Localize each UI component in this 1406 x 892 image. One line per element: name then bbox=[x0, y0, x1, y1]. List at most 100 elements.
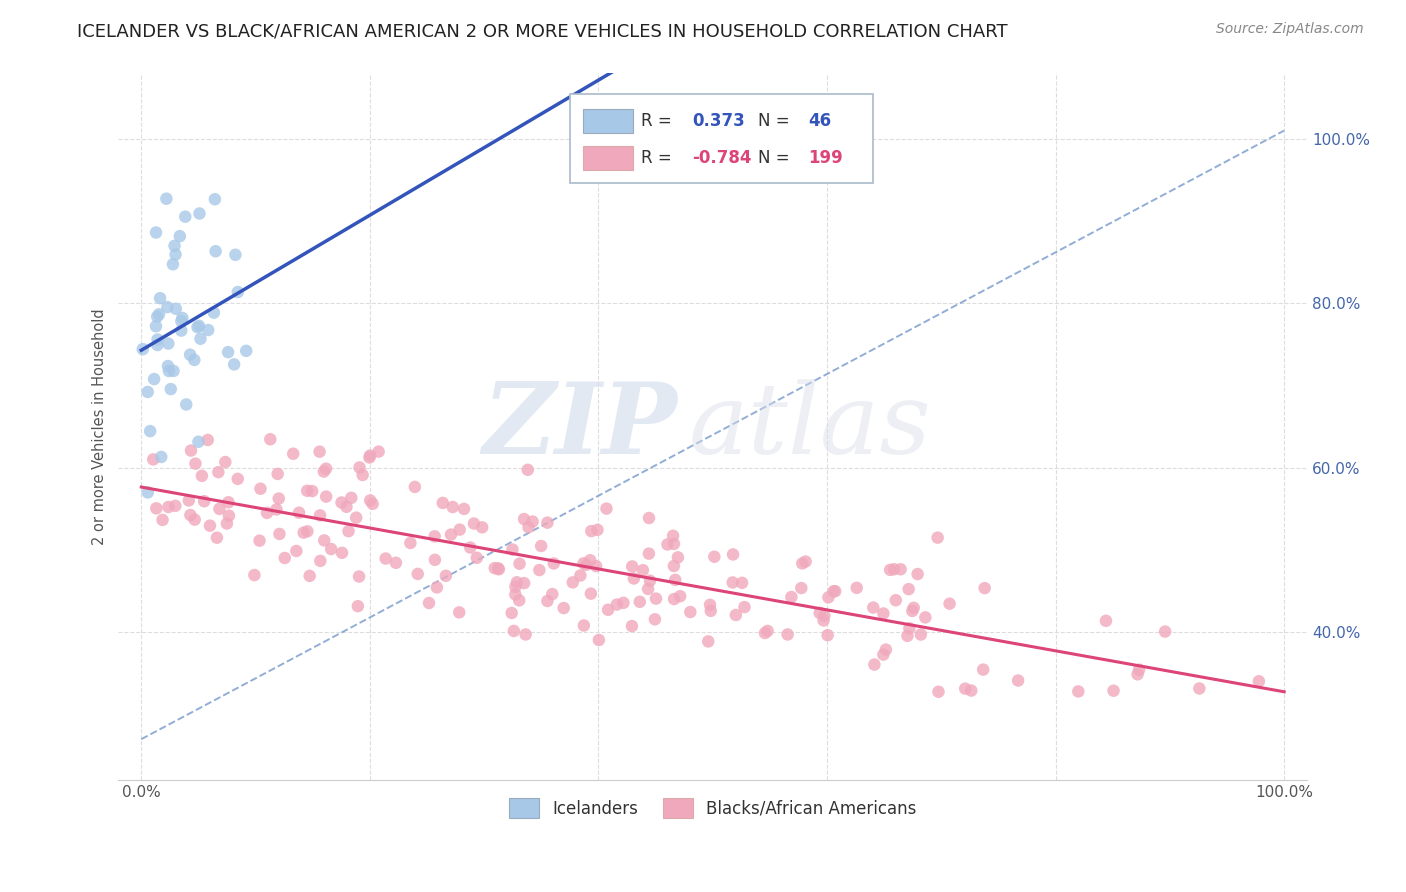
Point bbox=[488, 562, 510, 576]
Point bbox=[863, 657, 886, 672]
Point bbox=[214, 455, 236, 469]
Point bbox=[845, 581, 868, 595]
Point bbox=[347, 569, 370, 583]
Point bbox=[207, 465, 229, 479]
Point bbox=[724, 607, 747, 622]
Point bbox=[188, 206, 211, 220]
Point bbox=[666, 550, 689, 565]
Legend: Icelanders, Blacks/African Americans: Icelanders, Blacks/African Americans bbox=[502, 791, 924, 825]
Point bbox=[645, 591, 668, 606]
Point bbox=[536, 516, 558, 530]
Point bbox=[269, 527, 291, 541]
Point bbox=[243, 568, 266, 582]
Point bbox=[204, 244, 226, 259]
Point bbox=[637, 582, 659, 596]
Point bbox=[1188, 681, 1211, 696]
Point bbox=[399, 536, 422, 550]
Point bbox=[579, 586, 602, 600]
Point bbox=[170, 324, 193, 338]
Point bbox=[235, 343, 257, 358]
Point bbox=[543, 557, 565, 571]
Point bbox=[792, 557, 814, 571]
Point bbox=[721, 575, 744, 590]
FancyBboxPatch shape bbox=[583, 109, 633, 133]
Point bbox=[174, 210, 197, 224]
Point bbox=[588, 632, 610, 647]
Point bbox=[700, 604, 723, 618]
Point bbox=[136, 384, 159, 399]
Point bbox=[458, 541, 481, 555]
Point bbox=[790, 581, 813, 595]
Point bbox=[188, 318, 211, 333]
Point bbox=[146, 333, 169, 347]
Point bbox=[506, 575, 529, 590]
Point bbox=[505, 580, 527, 594]
Point bbox=[808, 606, 831, 620]
Point bbox=[903, 600, 925, 615]
Point bbox=[432, 496, 454, 510]
Point bbox=[875, 642, 897, 657]
Point bbox=[501, 542, 523, 557]
Point bbox=[517, 520, 540, 534]
Point bbox=[165, 499, 187, 513]
Point bbox=[780, 590, 803, 604]
Point bbox=[516, 463, 538, 477]
Point bbox=[143, 372, 166, 386]
Point bbox=[165, 247, 187, 261]
Point bbox=[553, 601, 575, 615]
Point bbox=[174, 397, 197, 411]
Point bbox=[367, 444, 389, 458]
Point bbox=[180, 443, 202, 458]
Point bbox=[335, 500, 357, 514]
Point bbox=[157, 500, 180, 514]
Point bbox=[314, 533, 336, 548]
Point bbox=[204, 192, 226, 206]
Point bbox=[315, 490, 337, 504]
Point bbox=[572, 618, 595, 632]
Point bbox=[644, 612, 666, 626]
Point bbox=[441, 500, 464, 514]
Point bbox=[186, 320, 208, 334]
Point bbox=[146, 310, 169, 324]
Point bbox=[471, 520, 494, 534]
Point bbox=[721, 548, 744, 562]
Point bbox=[501, 606, 523, 620]
Point bbox=[453, 502, 475, 516]
Point bbox=[817, 628, 839, 642]
Point bbox=[152, 513, 174, 527]
Text: N =: N = bbox=[758, 112, 790, 130]
Point bbox=[502, 624, 524, 638]
Point bbox=[463, 516, 485, 531]
Point bbox=[434, 568, 457, 582]
Point bbox=[776, 627, 799, 641]
Point bbox=[817, 591, 839, 605]
Point bbox=[638, 547, 661, 561]
Point bbox=[155, 192, 177, 206]
Y-axis label: 2 or more Vehicles in Household: 2 or more Vehicles in Household bbox=[93, 309, 107, 545]
Point bbox=[418, 596, 440, 610]
Point bbox=[669, 589, 692, 603]
Point bbox=[569, 568, 592, 582]
Point bbox=[513, 576, 536, 591]
Point bbox=[359, 450, 381, 465]
Point bbox=[515, 627, 537, 641]
Point bbox=[897, 582, 920, 596]
Point bbox=[440, 527, 463, 541]
Point bbox=[883, 562, 905, 576]
Point bbox=[794, 555, 817, 569]
Point bbox=[1154, 624, 1177, 639]
Point bbox=[156, 300, 179, 314]
Point bbox=[731, 575, 754, 590]
Point bbox=[697, 634, 720, 648]
Point bbox=[465, 550, 488, 565]
Point bbox=[249, 482, 271, 496]
Point bbox=[217, 345, 239, 359]
Point bbox=[1095, 614, 1118, 628]
Point bbox=[662, 529, 685, 543]
Point bbox=[330, 546, 353, 560]
Point bbox=[1247, 674, 1270, 689]
Point bbox=[330, 495, 353, 509]
Text: ZIP: ZIP bbox=[482, 378, 678, 475]
Point bbox=[385, 556, 408, 570]
Point bbox=[274, 551, 297, 566]
